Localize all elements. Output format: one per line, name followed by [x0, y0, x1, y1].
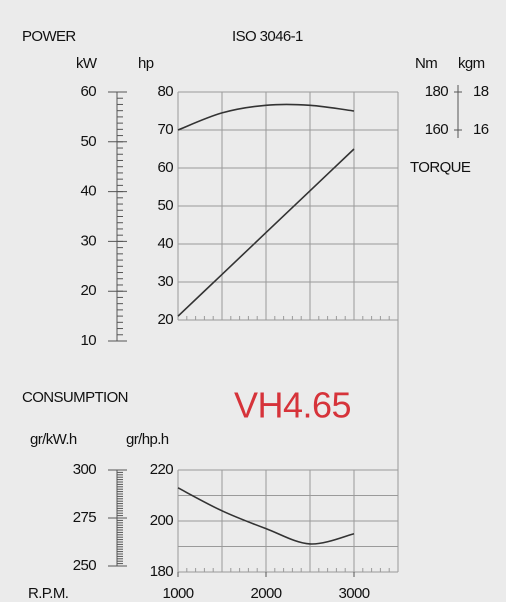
torque-title: TORQUE — [410, 159, 471, 176]
power-title: POWER — [22, 28, 76, 45]
alt-tick-label: 275 — [73, 509, 96, 526]
ghph-label: gr/hp.h — [126, 431, 169, 448]
x-tick-label: 2000 — [251, 585, 282, 602]
alt-tick-label: 40 — [81, 183, 97, 200]
alt-tick-label: 30 — [81, 232, 97, 249]
y2-alt-tick-label: 16 — [473, 121, 489, 138]
y-tick-label: 180 — [150, 563, 173, 580]
rpm-label: R.P.M. — [28, 585, 68, 602]
consumption-title: CONSUMPTION — [22, 389, 128, 406]
y-tick-label: 200 — [150, 512, 173, 529]
y-tick-label: 50 — [158, 197, 174, 214]
hp-label: hp — [138, 55, 154, 72]
y-tick-label: 30 — [158, 273, 174, 290]
y-tick-label: 60 — [158, 159, 174, 176]
x-tick-label: 1000 — [163, 585, 194, 602]
alt-tick-label: 250 — [73, 557, 96, 574]
y2-alt-tick-label: 18 — [473, 83, 489, 100]
y2-tick-label: 160 — [425, 121, 448, 138]
alt-tick-label: 300 — [73, 461, 96, 478]
y-tick-label: 80 — [158, 83, 174, 100]
kgm-label: kgm — [458, 55, 485, 72]
gkwh-label: gr/kW.h — [30, 431, 77, 448]
alt-tick-label: 60 — [81, 83, 97, 100]
y-tick-label: 40 — [158, 235, 174, 252]
y2-tick-label: 180 — [425, 83, 448, 100]
curve — [177, 103, 355, 131]
curve — [177, 148, 355, 317]
y-tick-label: 220 — [150, 461, 173, 478]
alt-tick-label: 10 — [81, 332, 97, 349]
nm-label: Nm — [415, 55, 437, 72]
standard: ISO 3046-1 — [232, 28, 303, 45]
curve — [177, 487, 355, 545]
y-tick-label: 20 — [158, 311, 174, 328]
alt-tick-label: 50 — [81, 133, 97, 150]
x-tick-label: 3000 — [339, 585, 370, 602]
alt-tick-label: 20 — [81, 282, 97, 299]
model: VH4.65 — [234, 385, 351, 426]
y-tick-label: 70 — [158, 121, 174, 138]
kw-label: kW — [76, 55, 98, 72]
